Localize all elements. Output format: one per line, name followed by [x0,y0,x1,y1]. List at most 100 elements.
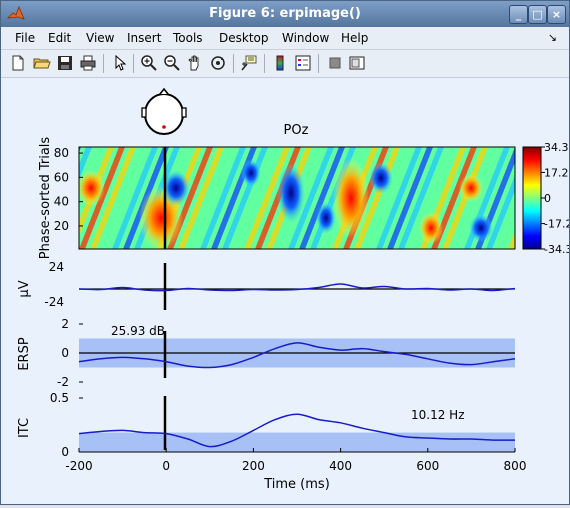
menu-bar: File Edit View Insert Tools Desktop Wind… [1,27,569,50]
itc-significance-band [79,432,515,452]
heatmap-ytick-tick-label: 40 [54,195,69,209]
hide-plot-tools-icon[interactable] [326,54,344,72]
menu-tools[interactable]: Tools [173,31,203,45]
legend-icon[interactable] [294,54,312,72]
colorbar [522,146,542,250]
menu-file[interactable]: File [15,31,36,45]
colorbar-icon[interactable] [271,54,289,72]
show-plot-tools-icon[interactable] [348,54,366,72]
erp-trace [78,283,516,292]
heatmap-stripe [398,147,444,249]
minimize-button[interactable]: _ [509,5,528,24]
ersp-axes: 2 0 -2 25.93 dB ERSP [17,317,516,389]
toolbar-separator [318,54,319,73]
heatmap-stripe [497,203,515,249]
heatmap-stripe [189,147,235,249]
time-tick-label: -200 [65,459,92,473]
itc-ytick-tick-label: 0.5 [50,391,69,405]
heatmap-stripe [1,147,4,249]
heatmap-ytick-tick-label: 80 [54,146,69,160]
time-tick-label: 200 [242,459,265,473]
menu-edit[interactable]: Edit [48,31,72,45]
ersp-ylabel: ERSP [17,337,32,370]
heatmap-stripe [178,147,224,249]
ersp-ytick-tick-label: 2 [61,317,69,331]
colorbar-tick-label: 17.2 [544,166,569,179]
toolbar-separator [264,54,265,73]
menu-window[interactable]: Window [282,31,330,45]
pan-hand-icon[interactable] [186,54,204,72]
electrode-marker [162,125,166,129]
erp-image-heatmap [1,147,569,249]
heatmap-ylabel: Phase-sorted Trials [38,137,53,260]
data-cursor-icon[interactable] [240,54,258,72]
heatmap-stripe [486,175,515,249]
zoom-out-icon[interactable] [163,54,181,72]
heatmap-blob-blue [241,159,261,187]
time-axis: -200 0 200 400 600 800 [65,448,526,473]
heatmap-stripe [1,147,26,249]
heatmap-stripe [563,147,569,249]
erp-image-frame [78,146,516,250]
heatmap-stripe [101,147,147,249]
title-bar[interactable]: Figure 6: erpimage() _ □ × [1,1,569,27]
ersp-ytick-tick-label: -2 [57,375,69,389]
heatmap-stripe [365,147,411,249]
colorbar-tick-label: -17.2 [544,218,569,231]
toolbar-separator [233,54,234,73]
heatmap-stripe [508,231,515,249]
head-topoplot [141,87,187,135]
ersp-ytick-tick-label: 0 [61,346,69,360]
heatmap-blob-red [333,158,369,238]
ersp-annotation: 25.93 dB [111,324,165,338]
toolbar-separator [133,54,134,73]
heatmap-stripe [233,147,279,249]
colorbar-tick-label: -34.3 [544,243,569,256]
heatmap-stripe [1,147,37,249]
channel-label: POz [284,123,309,138]
time-tick-label: 400 [329,459,352,473]
new-file-icon[interactable] [9,54,27,72]
heatmap-ytick-tick-label: 20 [54,219,69,233]
erp-axes: 24 -24 μV [17,260,516,310]
menu-view[interactable]: View [86,31,115,45]
erp-ylabel: μV [17,280,32,297]
toolbar [1,50,569,78]
heatmap-stripe [387,147,433,249]
heatmap-stripe [552,147,569,249]
print-icon[interactable] [79,54,97,72]
menu-insert[interactable]: Insert [127,31,162,45]
erp-ytick-top: 24 [49,260,64,274]
heatmap-stripe [200,147,246,249]
matlab-icon [7,5,25,20]
dock-arrow-icon[interactable]: ↘ [547,31,557,44]
heatmap-blob-blue [369,162,393,194]
ersp-trace [78,342,516,369]
save-icon[interactable] [56,54,74,72]
heatmap-blob-red [79,170,105,206]
itc-trace [78,413,516,448]
time-axis-label: Time (ms) [263,477,330,492]
toolbar-separator [103,54,104,73]
close-button[interactable]: × [547,5,566,24]
heatmap-blob-blue [469,214,493,242]
itc-axes: 0.5 0 10.12 Hz ITC [17,391,516,459]
rotate-3d-icon[interactable] [209,54,227,72]
heatmap-blob-blue [316,202,336,234]
menu-help[interactable]: Help [341,31,369,45]
heatmap-stripe [244,147,290,249]
zoom-in-icon[interactable] [140,54,158,72]
time-tick-label: 600 [416,459,439,473]
heatmap-blob-blue [277,163,305,223]
heatmap-blob-red [419,212,443,244]
erp-ytick-bottom: -24 [44,295,64,309]
heatmap-stripe [299,147,345,249]
pointer-icon[interactable] [110,54,128,72]
menu-desktop[interactable]: Desktop [219,31,269,45]
open-folder-icon[interactable] [33,54,51,72]
colorbar-tick-label: 34.3 [544,141,569,154]
figure-canvas: POz 80 60 40 20 Phase-sorted Trials 34.3 17.… [1,78,570,504]
maximize-button[interactable]: □ [528,5,547,24]
